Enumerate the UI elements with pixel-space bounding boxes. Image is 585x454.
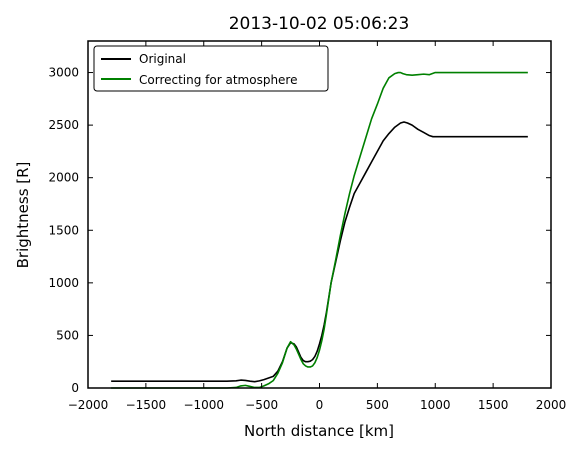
- x-tick-label: 1000: [420, 398, 451, 412]
- x-tick-label: −500: [245, 398, 278, 412]
- x-tick-label: −1500: [126, 398, 167, 412]
- x-tick-label: −2000: [68, 398, 109, 412]
- y-axis-label: Brightness [R]: [14, 162, 32, 269]
- x-tick-label: 500: [366, 398, 389, 412]
- legend-label-original: Original: [139, 52, 186, 66]
- series-line-original: [111, 121, 528, 383]
- y-tick-label: 500: [56, 328, 79, 342]
- x-tick-label: 0: [316, 398, 324, 412]
- legend: Original Correcting for atmosphere: [93, 45, 329, 92]
- series-layer: [111, 71, 528, 389]
- chart-title: 2013-10-02 05:06:23: [229, 14, 410, 34]
- plot-frame: [87, 40, 552, 389]
- ticks-layer: −2000 −1500 −1000 −500 0 500 1000 1500 2000 0 500 1…: [48, 41, 566, 412]
- legend-box: [93, 45, 329, 92]
- legend-label-corrected: Correcting for atmosphere: [139, 73, 297, 87]
- y-tick-label: 1500: [48, 223, 79, 237]
- x-axis-label: North distance [km]: [244, 422, 394, 440]
- series-line-corrected: [111, 71, 528, 389]
- y-tick-label: 2000: [48, 171, 79, 185]
- x-tick-label: 2000: [536, 398, 567, 412]
- y-tick-label: 3000: [48, 66, 79, 80]
- x-tick-label: −1000: [183, 398, 224, 412]
- y-tick-label: 2500: [48, 118, 79, 132]
- x-tick-label: 1500: [478, 398, 509, 412]
- y-tick-label: 0: [71, 381, 79, 395]
- y-tick-label: 1000: [48, 276, 79, 290]
